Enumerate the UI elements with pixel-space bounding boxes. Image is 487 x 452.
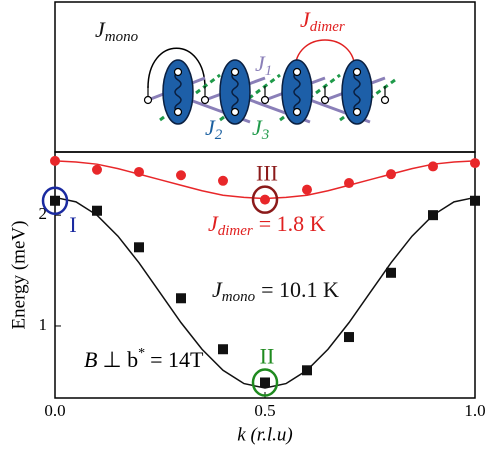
data-point [470,196,480,206]
page: {"schematic": {"labels": [ {"symbol": "J… [0,0,487,452]
point-label: II [260,344,275,369]
point-label: III [256,161,278,186]
data-point [386,169,396,179]
subscript: 1 [265,63,273,79]
coupling-label: Jmono [95,17,139,45]
data-point [218,176,228,186]
data-point [176,293,186,303]
data-point [50,196,60,206]
data-point [92,206,102,216]
symbol: B [84,347,97,372]
x-axis-label: k (r.l.u) [237,424,292,445]
subscript: 2 [215,127,223,143]
point-label: I [69,212,76,237]
x-tick-label: 1.0 [464,401,485,420]
data-point [428,210,438,220]
y-axis-label: Energy (meV) [8,221,29,330]
figure: JmonoJdimerJ1J2J30.00.51.012k (r.l.u)Ene… [0,0,487,452]
data-point [428,161,438,171]
data-point [134,167,144,177]
superscript: * [138,346,145,361]
subscript: dimer [218,223,253,239]
data-point [302,365,312,375]
x-tick-label: 0.5 [254,401,275,420]
data-point [260,195,270,205]
data-point [92,165,102,175]
x-tick-label: 0.0 [44,401,65,420]
subscript: 3 [261,127,270,143]
subscript: mono [222,289,256,305]
y-tick-label: 1 [39,315,48,334]
data-point [134,242,144,252]
data-point [302,185,312,195]
coupling-value: Jmono= 10.1 K [212,277,339,305]
data-point [218,344,228,354]
data-point [260,377,270,387]
data-point [50,156,60,166]
data-point [470,158,480,168]
data-point [344,332,354,342]
value: = 14T [150,347,204,372]
data-point [386,268,396,278]
data-point [176,170,186,180]
subscript: mono [105,29,139,45]
coupling-label: J3 [252,115,269,143]
value: = 1.8 K [259,211,326,236]
subscript: dimer [310,19,345,35]
data-point [344,178,354,188]
field-label: B⊥ b* = 14T [84,346,204,372]
coupling-label: J1 [255,51,272,79]
coupling-label: Jdimer [300,7,345,35]
coupling-value: Jdimer= 1.8 K [208,211,326,239]
value: = 10.1 K [261,277,339,302]
relation: ⊥ b [102,347,138,372]
